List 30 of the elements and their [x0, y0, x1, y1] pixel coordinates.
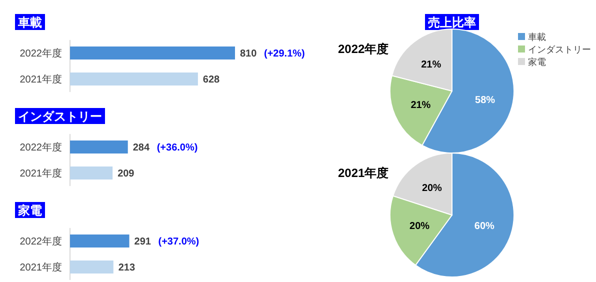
data-label: 21% — [410, 100, 431, 112]
data-label: 209 — [118, 168, 135, 180]
data-label: 213 — [118, 262, 136, 274]
data-label: 20% — [410, 221, 430, 232]
data-label: 58% — [475, 94, 496, 106]
y-tick-label: 2021年度 — [20, 168, 62, 180]
annotation: (+37.0%) — [158, 236, 200, 248]
data-label: 284 — [132, 142, 150, 154]
data-label: 291 — [134, 236, 152, 248]
data-label: 21% — [421, 60, 442, 71]
chart-title: 売上比率 — [428, 16, 476, 30]
chart-title: 家電 — [17, 204, 42, 218]
data-label: 628 — [202, 74, 220, 86]
annotation: (+29.1%) — [264, 48, 305, 60]
legend-label: 車載 — [528, 32, 546, 42]
data-label: 60% — [474, 221, 495, 232]
y-tick-label: 2021年度 — [20, 262, 62, 274]
data-label: 20% — [422, 182, 442, 194]
text: 2022年度 — [338, 42, 389, 56]
y-tick-label: 2022年度 — [20, 142, 62, 154]
y-tick-label: 2022年度 — [20, 236, 62, 248]
chart-title: インダストリー — [18, 110, 102, 124]
legend-label: インダストリー — [528, 44, 591, 54]
y-tick-label: 2021年度 — [20, 74, 62, 86]
chart-title: 車載 — [17, 16, 42, 30]
legend-label: 家電 — [528, 57, 546, 67]
y-tick-label: 2022年度 — [20, 48, 62, 60]
data-label: 810 — [240, 48, 258, 60]
annotation: (+36.0%) — [156, 142, 198, 154]
text: 2021年度 — [338, 166, 389, 180]
